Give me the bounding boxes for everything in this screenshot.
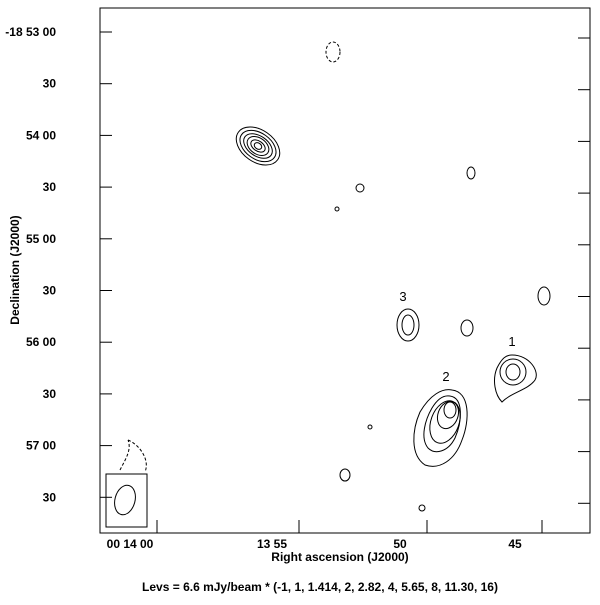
source-label: 3 xyxy=(399,289,406,304)
source-label: 2 xyxy=(442,369,449,384)
y-tick-label: 30 xyxy=(43,284,57,298)
y-tick-label: 30 xyxy=(43,387,57,401)
y-tick-label: 54 00 xyxy=(26,128,56,142)
source-label: 1 xyxy=(508,334,515,349)
contours xyxy=(105,41,551,528)
x-tick-label: 13 55 xyxy=(257,537,287,551)
y-tick-label: -18 53 00 xyxy=(5,25,56,39)
y-axis-label: Declination (J2000) xyxy=(8,215,22,324)
x-tick-label: 50 xyxy=(393,537,407,551)
x-axis-label: Right ascension (J2000) xyxy=(271,550,408,564)
y-tick-label: 30 xyxy=(43,180,57,194)
y-tick-label: 55 00 xyxy=(26,232,56,246)
x-tick-label: 45 xyxy=(508,537,522,551)
y-tick-label: 30 xyxy=(43,490,57,504)
y-tick-label: 57 00 xyxy=(26,439,56,453)
y-tick-label: 56 00 xyxy=(26,335,56,349)
plot-frame xyxy=(99,7,591,534)
x-tick-label: 00 14 00 xyxy=(107,537,154,551)
y-tick-label: 30 xyxy=(43,77,57,91)
caption: Levs = 6.6 mJy/beam * (-1, 1, 1.414, 2, … xyxy=(142,580,498,594)
